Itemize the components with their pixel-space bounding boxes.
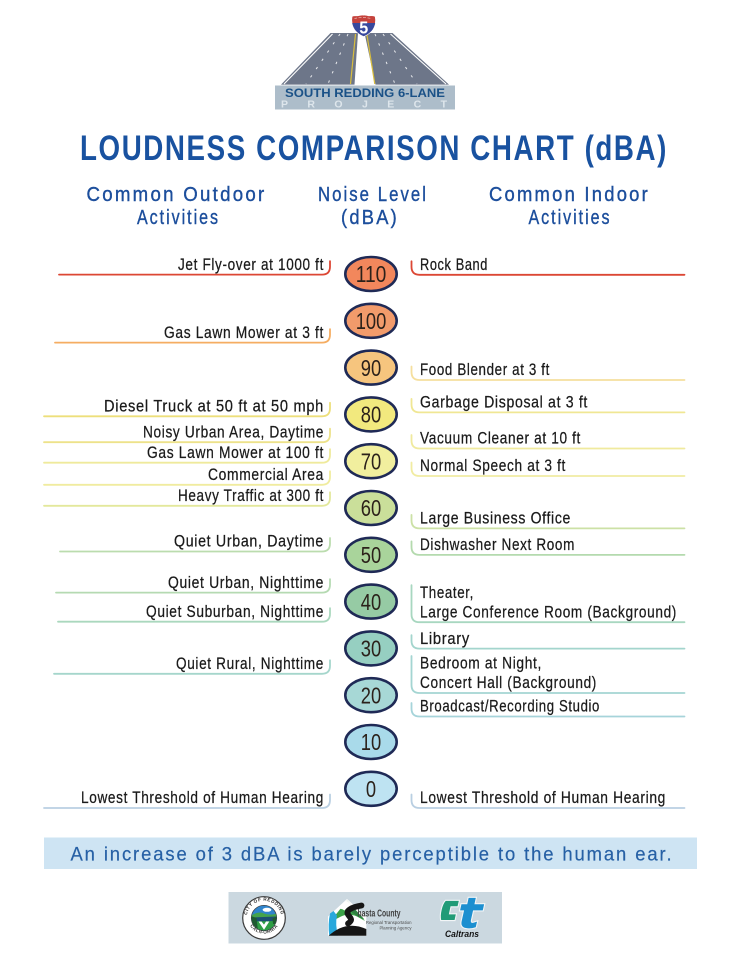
svg-text:10: 10 <box>361 729 381 755</box>
svg-text:Quiet Suburban, Nighttime: Quiet Suburban, Nighttime <box>146 602 324 621</box>
svg-text:Quiet Urban, Nighttime: Quiet Urban, Nighttime <box>168 573 324 592</box>
svg-text:110: 110 <box>356 261 387 287</box>
svg-text:Caltrans: Caltrans <box>445 929 479 939</box>
svg-text:Common Outdoor: Common Outdoor <box>87 183 267 206</box>
svg-text:20: 20 <box>361 682 381 708</box>
svg-text:90: 90 <box>361 355 381 381</box>
svg-text:5: 5 <box>359 18 368 38</box>
svg-text:Large Conference Room (Backgro: Large Conference Room (Background) <box>420 602 677 621</box>
svg-text:Normal Speech at 3 ft: Normal Speech at 3 ft <box>420 456 566 475</box>
svg-text:Jet Fly-over at 1000 ft: Jet Fly-over at 1000 ft <box>178 255 324 274</box>
svg-text:Gas Lawn Mower at 100 ft: Gas Lawn Mower at 100 ft <box>147 443 324 462</box>
svg-text:70: 70 <box>361 448 381 474</box>
svg-text:SOUTH REDDING 6-LANE: SOUTH REDDING 6-LANE <box>285 88 445 100</box>
svg-text:0: 0 <box>366 776 376 802</box>
svg-text:Large Business Office: Large Business Office <box>420 509 571 528</box>
svg-text:30: 30 <box>361 636 381 662</box>
svg-text:40: 40 <box>361 589 381 615</box>
svg-text:80: 80 <box>361 402 381 428</box>
svg-text:Lowest Threshold of Human Hear: Lowest Threshold of Human Hearing <box>81 788 324 807</box>
svg-text:Noise Level: Noise Level <box>318 183 428 206</box>
svg-text:Bedroom at Night,: Bedroom at Night, <box>420 654 542 673</box>
svg-text:Rock Band: Rock Band <box>420 255 488 274</box>
svg-text:Food Blender at 3 ft: Food Blender at 3 ft <box>420 360 550 379</box>
svg-text:Activities: Activities <box>137 206 220 229</box>
svg-text:LOUDNESS COMPARISON CHART (dBA: LOUDNESS COMPARISON CHART (dBA) <box>80 129 668 168</box>
svg-text:100: 100 <box>356 308 387 334</box>
svg-text:Quiet Rural, Nighttime: Quiet Rural, Nighttime <box>176 654 324 673</box>
svg-text:hasta County: hasta County <box>358 909 401 920</box>
svg-text:Common Indoor: Common Indoor <box>489 183 650 206</box>
svg-text:Theater,: Theater, <box>420 583 474 602</box>
svg-text:Concert Hall (Background): Concert Hall (Background) <box>420 673 597 692</box>
svg-text:Noisy Urban Area, Daytime: Noisy Urban Area, Daytime <box>143 422 324 441</box>
svg-text:Lowest Threshold of Human Hear: Lowest Threshold of Human Hearing <box>420 788 666 807</box>
svg-text:Dishwasher Next Room: Dishwasher Next Room <box>420 535 575 554</box>
svg-text:Vacuum Cleaner at 10 ft: Vacuum Cleaner at 10 ft <box>420 429 581 448</box>
svg-text:Commercial Area: Commercial Area <box>208 465 324 484</box>
svg-text:Broadcast/Recording Studio: Broadcast/Recording Studio <box>420 697 600 716</box>
svg-text:Diesel Truck at 50 ft at 50 mp: Diesel Truck at 50 ft at 50 mph <box>104 397 324 416</box>
svg-text:Heavy Traffic at 300 ft: Heavy Traffic at 300 ft <box>178 486 324 505</box>
svg-text:Gas Lawn Mower at 3 ft: Gas Lawn Mower at 3 ft <box>164 323 324 342</box>
svg-text:Quiet Urban, Daytime: Quiet Urban, Daytime <box>174 532 324 551</box>
svg-text:Library: Library <box>420 629 470 648</box>
svg-text:Garbage Disposal at 3 ft: Garbage Disposal at 3 ft <box>420 393 588 412</box>
svg-text:Regional Transportation: Regional Transportation <box>366 920 412 925</box>
svg-text:60: 60 <box>361 495 381 521</box>
svg-text:An increase of 3 dBA is barely: An increase of 3 dBA is barely perceptib… <box>71 844 674 866</box>
svg-text:(dBA): (dBA) <box>341 206 399 229</box>
svg-text:50: 50 <box>361 542 381 568</box>
svg-text:Planning Agency: Planning Agency <box>379 926 412 931</box>
svg-text:Activities: Activities <box>529 206 612 229</box>
